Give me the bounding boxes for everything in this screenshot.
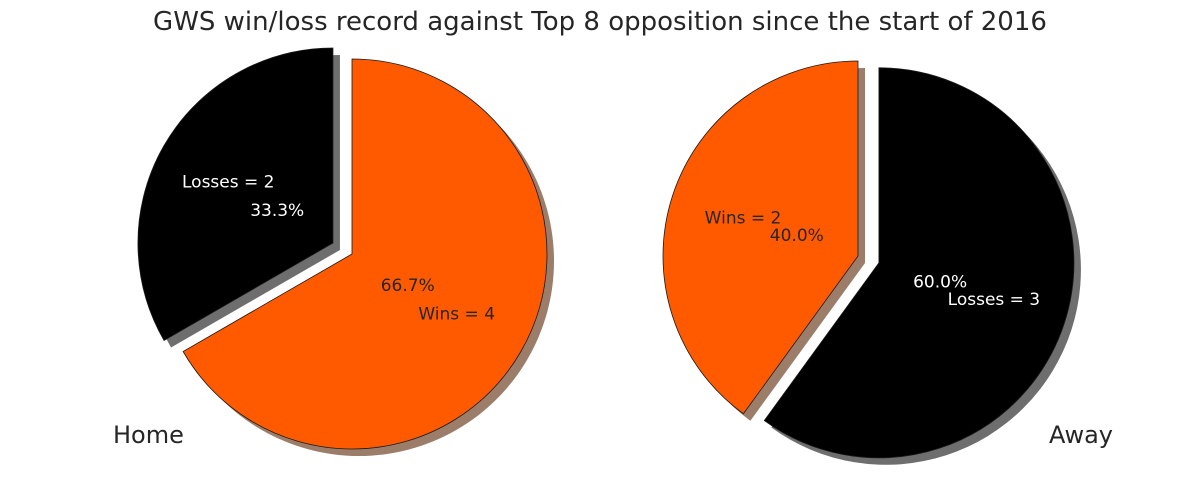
home-slice-losses	[137, 47, 334, 342]
home-slice-label-losses: Losses = 2	[182, 173, 274, 193]
away-percent-label-losses: 60.0%	[913, 273, 967, 293]
away-pie: Wins = 240.0% Losses = 360.0% Away	[662, 60, 1113, 465]
home-percent-label-losses: 33.3%	[250, 201, 304, 221]
figure-title: GWS win/loss record against Top 8 opposi…	[153, 7, 1047, 37]
home-slice-wins	[182, 58, 548, 450]
home-pie: Wins = 4 66.7% Losses = 2 33.3% Home	[113, 47, 554, 456]
away-slice-label-losses: Losses = 3	[948, 290, 1040, 310]
home-pie-title: Home	[113, 421, 184, 449]
home-percent-label-wins: 66.7%	[381, 276, 435, 296]
away-slice-losses	[763, 67, 1075, 459]
away-percent-label-wins: 40.0%	[770, 226, 824, 246]
away-slice-label-wins: Wins = 2	[705, 209, 782, 229]
away-pie-title: Away	[1049, 421, 1113, 449]
away-slice-wins	[662, 60, 859, 415]
home-slice-label-wins: Wins = 4	[418, 304, 495, 324]
